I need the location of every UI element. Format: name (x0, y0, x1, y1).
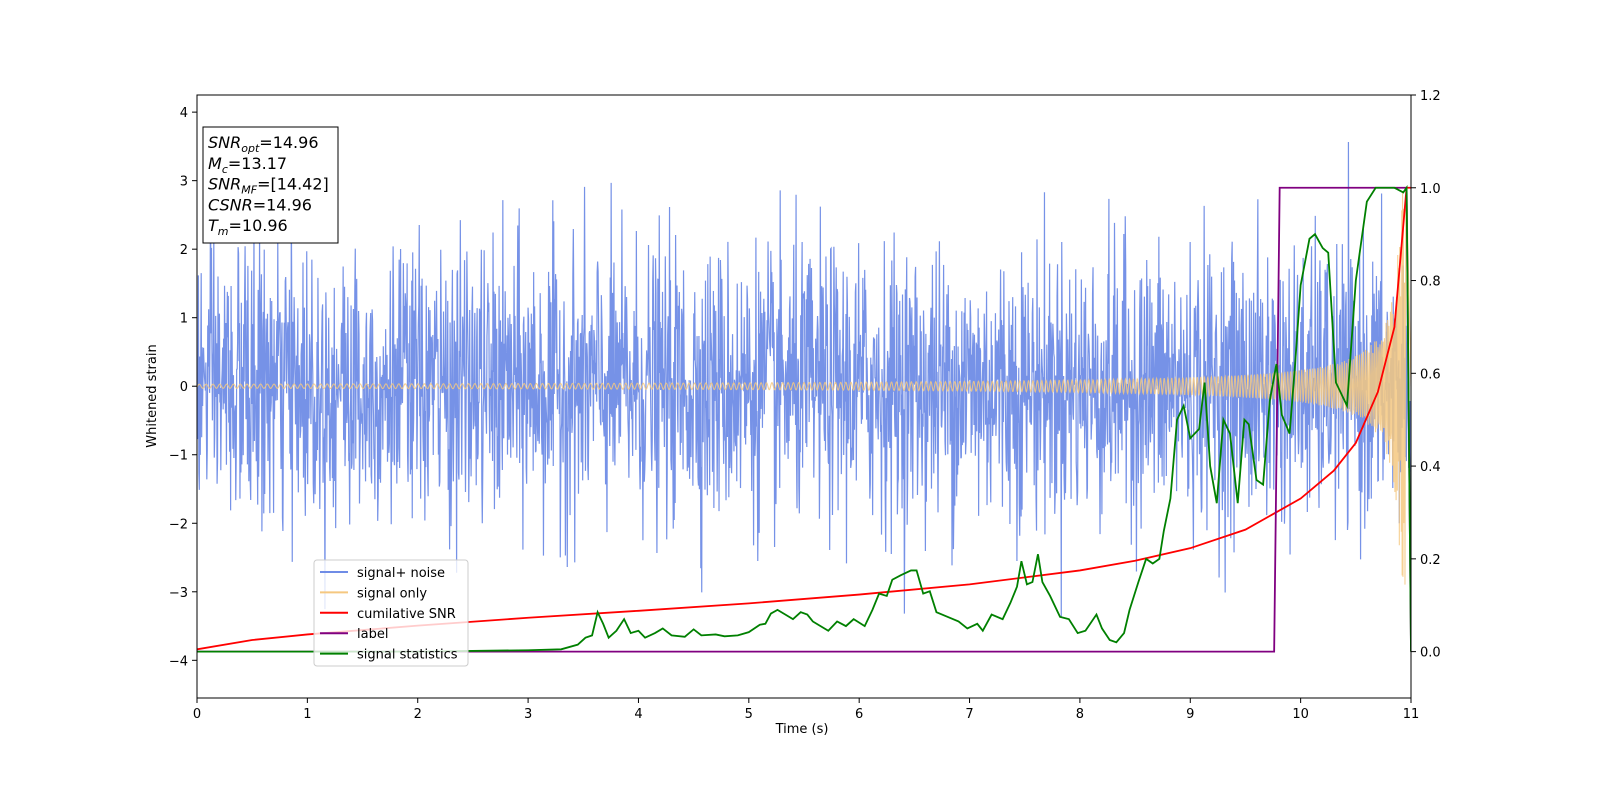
annotation-line: CSNR=14.96 (208, 195, 312, 214)
x-tick-label: 6 (855, 707, 863, 722)
y-tick-label: 2 (180, 243, 188, 258)
x-tick-label: 8 (1076, 707, 1084, 722)
annotation-box: SNRopt=14.96Mc=13.17SNRMF=[14.42]CSNR=14… (202, 126, 339, 244)
x-tick-label: 2 (414, 707, 422, 722)
plot-frame (196, 94, 1412, 699)
x-tick-label: 7 (965, 707, 973, 722)
y2-tick-label: 1.0 (1420, 182, 1441, 197)
y2-tick-label: 1.2 (1420, 89, 1441, 104)
x-tick-label: 4 (634, 707, 642, 722)
y2-tick-label: 0.0 (1420, 646, 1441, 661)
series-signal-only (197, 186, 1411, 585)
legend-label: cumilative SNR (357, 607, 456, 622)
axes: 0 1 2 3 4 5 6 7 8 9 10 11 −4 −3 −2 −1 0 1 2 3 4 0.0 0.2 0.4 0.6 0… (169, 89, 1441, 722)
y-tick-label: 1 (180, 312, 188, 327)
legend: signal+ noise signal only cumilative SNR la… (313, 559, 469, 667)
legend-frame (313, 559, 469, 667)
y-axis-title: Whitened strain (145, 344, 160, 447)
annotation-line: SNRMF=[14.42] (208, 175, 329, 197)
x-tick-label: 0 (193, 707, 201, 722)
y-tick-label: −3 (169, 586, 188, 601)
y-tick-label: 4 (180, 106, 188, 121)
legend-label: signal statistics (357, 648, 458, 663)
x-tick-label: 10 (1292, 707, 1309, 722)
x-tick-label: 3 (524, 707, 532, 722)
annotation-line: SNRopt=14.96 (208, 133, 319, 155)
y-tick-label: 3 (180, 175, 188, 190)
annotation-frame (202, 126, 339, 244)
annotation-line: Mc=13.17 (208, 154, 287, 176)
x-axis-title: Time (s) (775, 722, 829, 737)
legend-label: signal+ noise (357, 566, 445, 581)
y2-tick-label: 0.2 (1420, 553, 1441, 568)
x-tick-label: 5 (745, 707, 753, 722)
x-tick-label: 9 (1186, 707, 1194, 722)
y2-tick-label: 0.8 (1420, 275, 1441, 290)
x-tick-label: 11 (1403, 707, 1420, 722)
y-tick-label: −4 (169, 654, 188, 669)
annotation-line: Tm=10.96 (208, 216, 288, 238)
series-signal-noise (197, 142, 1411, 618)
y2-tick-label: 0.6 (1420, 367, 1441, 382)
legend-label: label (357, 627, 388, 642)
x-tick-label: 1 (303, 707, 311, 722)
y-tick-label: 0 (180, 380, 188, 395)
y-tick-label: −1 (169, 449, 188, 464)
legend-label: signal only (357, 586, 427, 601)
series-signal-statistics (197, 185, 1411, 653)
y-tick-label: −2 (169, 517, 188, 532)
y2-tick-label: 0.4 (1420, 460, 1441, 475)
